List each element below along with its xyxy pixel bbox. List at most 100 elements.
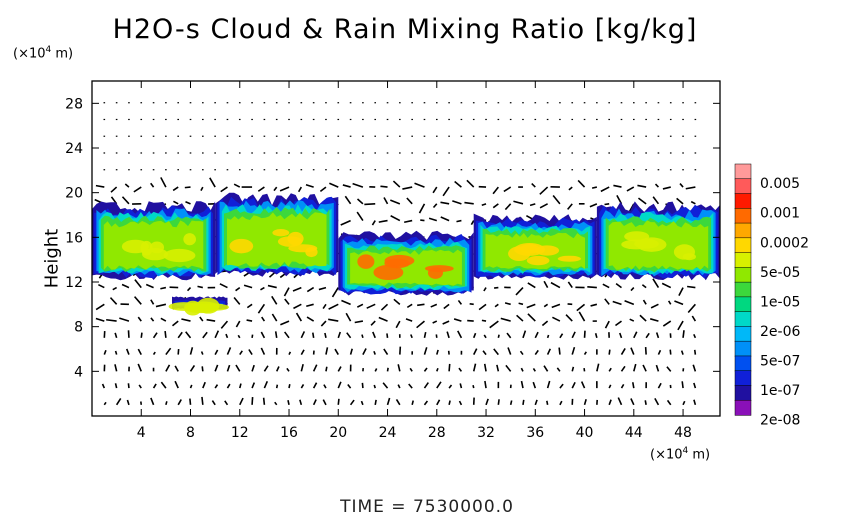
wind-vector bbox=[209, 177, 216, 188]
y-axis: 4 8 12 16 20 24 28 bbox=[65, 96, 720, 380]
wind-vector bbox=[263, 365, 269, 372]
wind-vector bbox=[312, 332, 315, 338]
wind-vector bbox=[370, 320, 376, 326]
wind-vector bbox=[639, 314, 647, 322]
wind-vector bbox=[380, 303, 389, 311]
wind-vector bbox=[185, 331, 192, 339]
wind-vector bbox=[165, 347, 172, 356]
wind-vector bbox=[641, 284, 647, 289]
y-tick-label: 8 bbox=[74, 320, 83, 336]
wind-vector bbox=[319, 186, 327, 193]
wind-vector bbox=[260, 347, 266, 355]
wind-vector bbox=[617, 397, 623, 406]
wind-vector bbox=[522, 330, 527, 339]
wind-vector bbox=[436, 399, 441, 406]
wind-vector bbox=[624, 300, 635, 306]
wind-vector bbox=[534, 349, 539, 356]
x-tick-label: 16 bbox=[280, 425, 298, 441]
wind-vector bbox=[503, 186, 512, 193]
wind-vector bbox=[416, 320, 425, 329]
wind-vector bbox=[558, 347, 561, 355]
y-tick-label: 24 bbox=[65, 141, 83, 157]
wind-vector bbox=[464, 201, 474, 205]
wind-vector bbox=[596, 363, 600, 372]
cloud-core bbox=[163, 248, 196, 263]
y-tick-label: 12 bbox=[65, 275, 83, 291]
wind-vector bbox=[678, 287, 684, 297]
wind-vector bbox=[186, 287, 192, 292]
wind-vector bbox=[655, 364, 660, 372]
wind-vector bbox=[432, 320, 438, 324]
wind-vector bbox=[337, 381, 342, 389]
cloud-contour bbox=[227, 212, 327, 267]
wind-vector bbox=[150, 299, 155, 305]
wind-vector bbox=[483, 287, 487, 292]
wind-vector bbox=[271, 313, 278, 322]
wind-vector bbox=[300, 331, 306, 339]
x-tick-label: 24 bbox=[379, 425, 397, 441]
wind-vector bbox=[152, 383, 157, 389]
wind-vector bbox=[604, 320, 610, 329]
wind-vector bbox=[101, 383, 106, 389]
colorbar-swatch bbox=[734, 222, 752, 239]
wind-vector bbox=[662, 186, 671, 190]
wind-vector bbox=[404, 219, 413, 224]
colorbar-swatch bbox=[734, 296, 752, 313]
wind-vector bbox=[345, 312, 352, 322]
wind-vector bbox=[520, 367, 524, 372]
wind-vector bbox=[322, 399, 327, 406]
wind-vector bbox=[220, 186, 228, 193]
colorbar-swatch bbox=[734, 267, 752, 283]
wind-vector bbox=[500, 317, 511, 322]
wind-vector bbox=[654, 183, 660, 188]
wind-vector bbox=[505, 364, 512, 372]
wind-vector bbox=[645, 332, 650, 339]
wind-vector bbox=[239, 397, 244, 406]
wind-vector bbox=[380, 185, 388, 188]
wind-vector bbox=[546, 334, 550, 339]
wind-vector bbox=[243, 284, 253, 289]
wind-vector bbox=[329, 182, 339, 188]
wind-vector bbox=[539, 186, 549, 195]
x-tick-label: 12 bbox=[231, 425, 249, 441]
wind-vector bbox=[484, 380, 487, 389]
wind-vector bbox=[655, 332, 660, 339]
wind-vector bbox=[279, 186, 290, 192]
wind-vector bbox=[483, 334, 487, 339]
wind-vector bbox=[515, 287, 524, 296]
colorbar-label: 2e-08 bbox=[760, 412, 800, 428]
wind-vector bbox=[436, 381, 442, 389]
wind-vector bbox=[306, 303, 314, 308]
wind-vector bbox=[160, 177, 167, 188]
wind-vector bbox=[662, 320, 672, 327]
wind-vector bbox=[140, 332, 143, 338]
wind-vector bbox=[174, 380, 179, 389]
wind-vector bbox=[374, 368, 378, 372]
wind-vector bbox=[127, 383, 130, 389]
colorbar-swatch bbox=[734, 370, 752, 387]
wind-vector bbox=[200, 186, 204, 192]
wind-vector bbox=[442, 186, 450, 197]
wind-vector bbox=[472, 384, 475, 389]
wind-vector bbox=[114, 383, 118, 389]
wind-vector bbox=[552, 195, 561, 205]
wind-vector bbox=[587, 285, 597, 289]
wind-vector bbox=[378, 316, 388, 322]
wind-vector bbox=[325, 366, 328, 372]
wind-vector bbox=[354, 320, 364, 324]
wind-vector bbox=[693, 333, 697, 339]
wind-vector bbox=[693, 399, 697, 406]
wind-vector bbox=[676, 197, 684, 205]
wind-vector bbox=[386, 397, 391, 406]
wind-vector bbox=[448, 384, 453, 389]
wind-vector bbox=[373, 384, 376, 389]
wind-vector bbox=[286, 367, 290, 372]
wind-vector bbox=[685, 186, 696, 190]
wind-vector bbox=[233, 297, 241, 305]
wind-vector bbox=[383, 197, 389, 205]
wind-vector bbox=[692, 364, 697, 372]
y-tick-label: 20 bbox=[65, 186, 83, 202]
wind-vector bbox=[226, 364, 231, 372]
wind-vector bbox=[631, 382, 635, 389]
colorbar-label: 0.0002 bbox=[760, 235, 809, 251]
